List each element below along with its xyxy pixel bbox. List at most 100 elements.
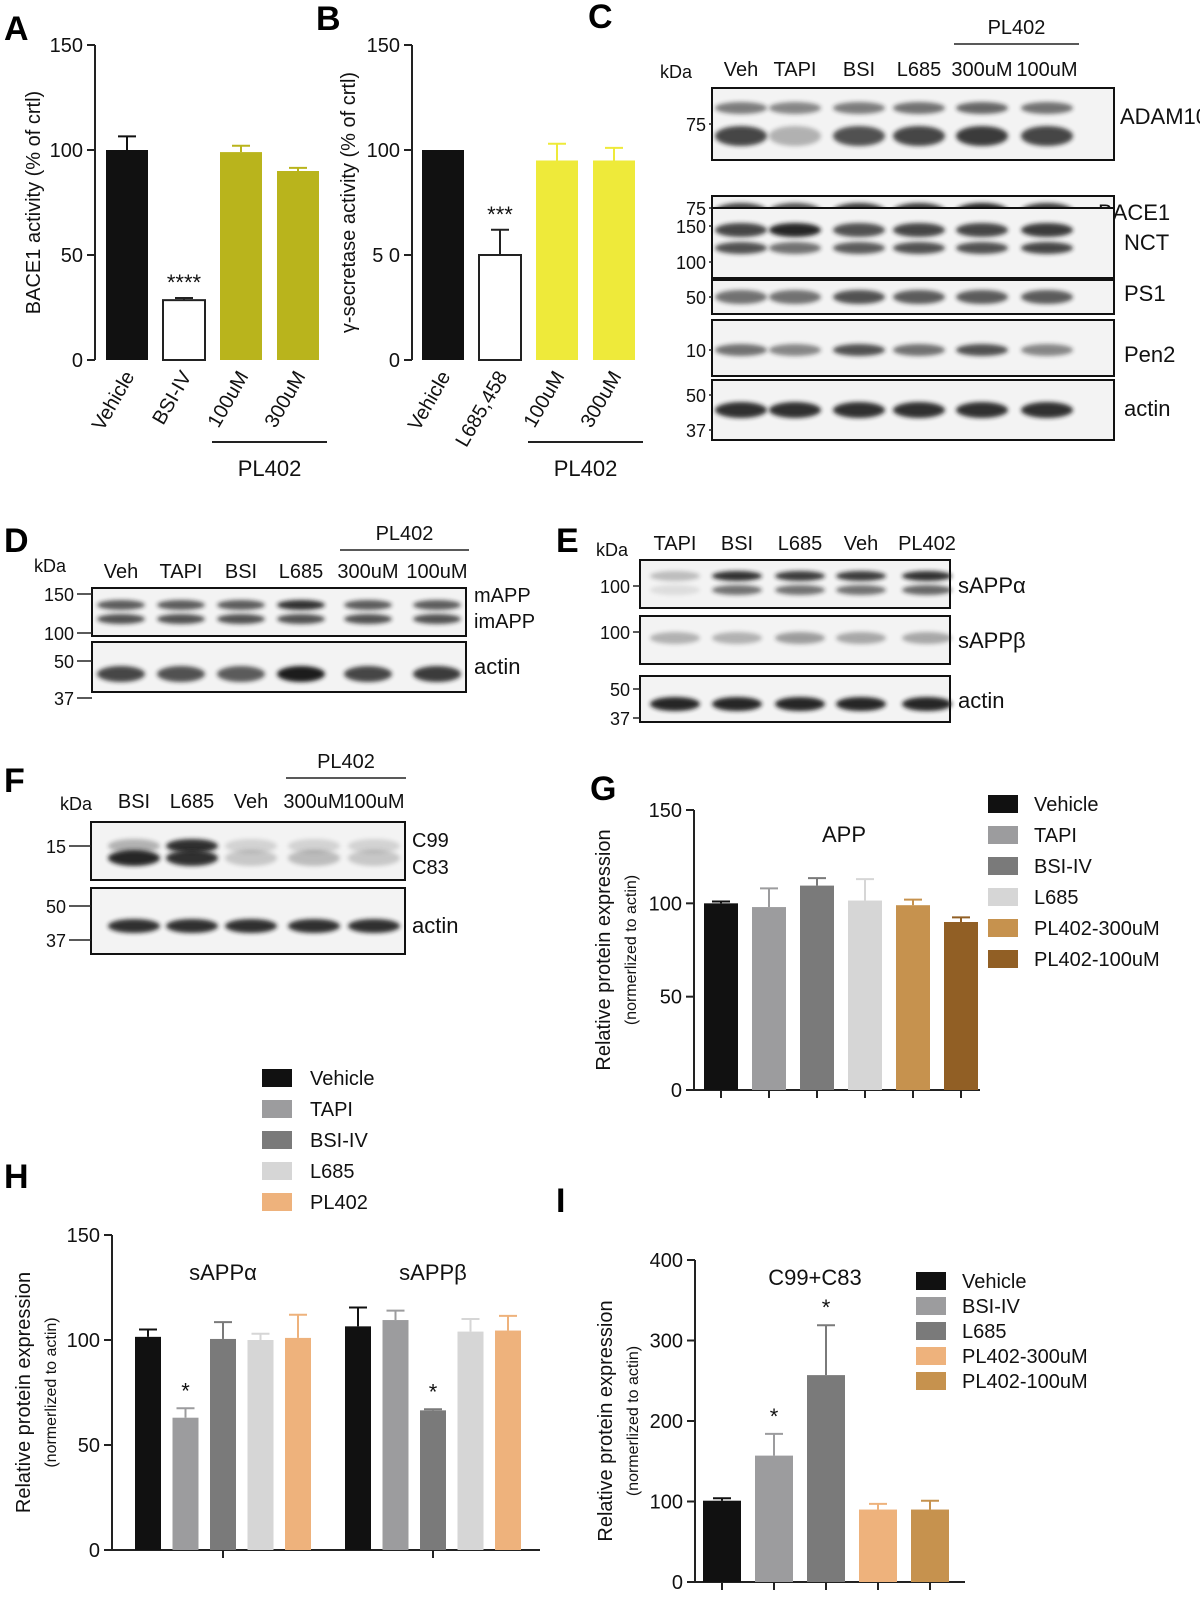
blot-band <box>413 666 461 682</box>
legend-entry: Vehicle <box>1034 794 1099 816</box>
group-label: PL402 <box>317 751 375 773</box>
blot-band <box>277 600 325 610</box>
bar-pl402 <box>285 1337 311 1550</box>
chart-h-sapp: 0 50 100 150 Relative protein expression (nor… <box>13 1068 540 1562</box>
mw-marker: 100 <box>600 623 630 643</box>
y-tick-label: 50 <box>78 1435 100 1457</box>
blot-band <box>833 242 885 254</box>
protein-label: sAPPα <box>958 573 1026 598</box>
blot-band <box>97 666 145 682</box>
legend-swatch <box>988 950 1018 968</box>
lane-label: Veh <box>104 561 138 583</box>
blot-band <box>769 223 821 237</box>
panel-label-c: C <box>588 0 613 36</box>
legend-entry: TAPI <box>1034 825 1077 847</box>
protein-label: actin <box>474 654 520 679</box>
blot-band <box>413 614 461 624</box>
y-axis-title: Relative protein expression <box>13 1272 35 1513</box>
blot-band <box>650 632 700 644</box>
protein-label: actin <box>412 913 458 938</box>
mw-marker: 100 <box>44 624 74 644</box>
blot-band <box>715 344 767 356</box>
bar-tapi <box>172 1417 199 1550</box>
lane-label: 300uM <box>951 59 1012 81</box>
bar-tapi <box>382 1320 409 1550</box>
protein-label: NCT <box>1124 230 1169 255</box>
blot-membrane <box>91 587 467 637</box>
protein-label: imAPP <box>474 611 535 633</box>
x-category-label: 100uM <box>520 368 570 432</box>
blot-membrane <box>639 559 951 609</box>
blot-band <box>712 632 762 644</box>
blot-band <box>775 632 825 644</box>
blot-band <box>715 223 767 237</box>
y-tick-label: 50 <box>61 245 83 267</box>
blot-band <box>775 697 825 711</box>
blot-band <box>956 402 1008 418</box>
x-category-label: Vehicle <box>404 368 455 435</box>
blot-band <box>217 614 265 624</box>
bar-l685 <box>848 900 882 1090</box>
legend-entry: PL402-300uM <box>962 1346 1088 1368</box>
blot-band <box>715 402 767 418</box>
blot-band <box>769 126 821 146</box>
bar-pl402-300um <box>896 905 930 1090</box>
lane-label: BSI <box>225 561 257 583</box>
western-blot-c: kDa Veh TAPI BSI L685 300uM 100uM PL402 75 ADAM10… <box>660 17 1200 441</box>
chart-title: C99+C83 <box>768 1265 862 1290</box>
blot-band <box>769 242 821 254</box>
bar-bsi-iv <box>210 1338 236 1550</box>
significance-marker: * <box>770 1404 779 1429</box>
blot-band <box>902 632 952 644</box>
legend-entry: BSI-IV <box>962 1296 1020 1318</box>
y-tick-label: 0 <box>671 1080 682 1102</box>
mw-marker: 75 <box>686 199 706 219</box>
x-category-label: Vehicle <box>88 368 139 435</box>
bar-300um <box>593 160 635 360</box>
blot-band <box>893 402 945 418</box>
y-tick-label: 100 <box>50 140 83 162</box>
protein-label: actin <box>958 688 1004 713</box>
significance-marker: **** <box>167 270 202 295</box>
lane-label: Veh <box>724 59 758 81</box>
legend-swatch <box>916 1272 946 1290</box>
western-blot-e: kDa TAPI BSI L685 Veh PL402 100 sAPPα 100 sAPPβ 50… <box>596 533 1026 729</box>
legend-entry: PL402-300uM <box>1034 918 1160 940</box>
blot-band <box>769 402 821 418</box>
mw-marker: 50 <box>610 680 630 700</box>
bar-vehicle <box>106 150 148 360</box>
protein-label: C83 <box>412 857 449 879</box>
lane-label: Veh <box>234 791 268 813</box>
legend-swatch <box>988 795 1018 813</box>
bar-vehicle <box>703 1500 741 1582</box>
bar-l685 <box>247 1340 274 1550</box>
group-title: sAPPα <box>189 1260 257 1285</box>
legend-entry: L685 <box>962 1321 1007 1343</box>
mw-marker: 37 <box>686 421 706 441</box>
blot-band <box>712 697 762 711</box>
y-axis-subtitle: (normerlized to actin) <box>623 875 640 1025</box>
blot-band <box>97 600 145 610</box>
chart-title: APP <box>822 822 866 847</box>
y-tick-label: 300 <box>650 1331 683 1353</box>
y-tick-label: 150 <box>50 35 83 57</box>
legend-swatch <box>262 1131 292 1149</box>
mw-marker: 37 <box>54 689 74 709</box>
y-axis-subtitle: (normerlized to actin) <box>625 1346 642 1496</box>
blot-band <box>277 666 325 682</box>
group-label: PL402 <box>988 17 1046 39</box>
blot-band <box>775 571 825 581</box>
blot-band <box>956 290 1008 304</box>
blot-band <box>902 585 952 595</box>
bar-bsi-iv <box>162 299 206 361</box>
blot-band <box>712 571 762 581</box>
legend-swatch <box>262 1100 292 1118</box>
blot-band <box>225 919 277 933</box>
blot-band <box>902 697 952 711</box>
legend-swatch <box>916 1322 946 1340</box>
bar-300um <box>277 171 319 360</box>
blot-band <box>166 850 218 866</box>
y-tick-label: 100 <box>649 893 682 915</box>
lane-label: 100uM <box>406 561 467 583</box>
blot-band <box>1021 102 1073 114</box>
